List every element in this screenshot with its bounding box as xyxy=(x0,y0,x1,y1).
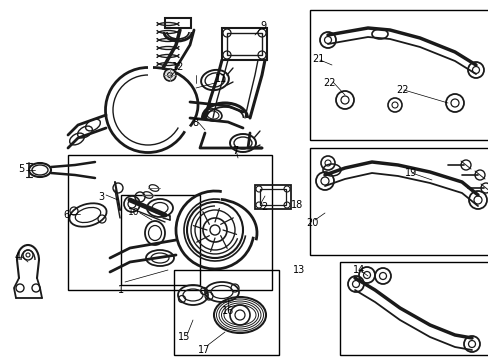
Text: 1: 1 xyxy=(118,285,124,295)
Text: 8: 8 xyxy=(192,118,198,128)
Text: 2: 2 xyxy=(261,202,267,212)
Bar xyxy=(68,155,271,290)
Bar xyxy=(260,189,285,205)
Bar xyxy=(164,18,191,28)
Text: 22: 22 xyxy=(395,85,407,95)
Text: 13: 13 xyxy=(292,265,305,275)
Bar xyxy=(121,195,200,285)
Text: 10: 10 xyxy=(128,208,139,217)
Bar xyxy=(309,10,488,140)
Text: 20: 20 xyxy=(305,218,318,228)
Text: 3: 3 xyxy=(98,192,104,202)
Text: 6: 6 xyxy=(63,210,69,220)
Text: 9: 9 xyxy=(260,21,265,31)
Bar xyxy=(222,28,266,60)
Bar xyxy=(254,185,290,209)
Bar xyxy=(339,262,488,355)
Bar xyxy=(226,33,262,55)
Text: 22: 22 xyxy=(323,78,335,88)
Text: 14: 14 xyxy=(352,265,365,275)
Text: 11: 11 xyxy=(215,74,227,84)
Text: 17: 17 xyxy=(198,345,210,355)
Text: 15: 15 xyxy=(178,332,190,342)
Text: 16: 16 xyxy=(222,306,234,316)
Bar xyxy=(174,270,279,355)
Text: 19: 19 xyxy=(404,168,416,178)
Text: 7: 7 xyxy=(231,146,238,156)
Bar xyxy=(309,148,488,255)
Text: 18: 18 xyxy=(290,200,303,210)
Text: 4: 4 xyxy=(15,252,21,262)
Text: 21: 21 xyxy=(311,54,324,64)
Circle shape xyxy=(163,69,176,81)
Text: 12: 12 xyxy=(172,62,184,72)
Text: 5: 5 xyxy=(18,164,24,174)
